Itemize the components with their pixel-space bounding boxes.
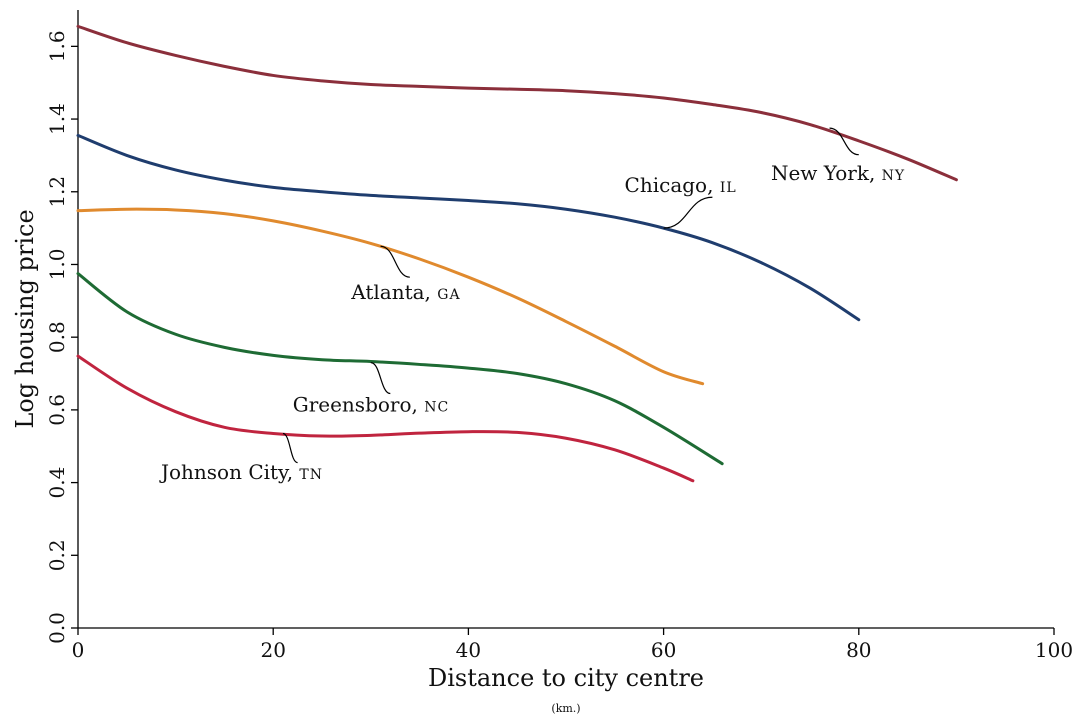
leader-line-4	[282, 432, 298, 464]
x-tick-label: 40	[456, 638, 481, 662]
x-tick-label: 20	[260, 638, 285, 662]
series-label-name: Greensboro,	[293, 393, 425, 417]
y-tick-label: 0.4	[45, 467, 69, 499]
series-label-state: GA	[437, 287, 460, 303]
x-tick-label: 100	[1035, 638, 1073, 662]
series-line-2	[76, 207, 705, 386]
annotation-layer: New York, NY Chicago, IL Atlanta, GA Greens…	[159, 127, 905, 484]
leader-line-0	[829, 127, 859, 156]
series-label-1: Chicago, IL	[625, 173, 737, 197]
y-tick-label: 1.0	[45, 249, 69, 281]
series-label-name: Chicago,	[625, 173, 720, 197]
series-label-state: NC	[424, 400, 449, 416]
series-line-1	[76, 133, 861, 322]
leader-line-3	[370, 362, 391, 395]
series-label-name: Atlanta,	[350, 280, 437, 304]
series-layer	[76, 24, 958, 483]
series-label-4: Johnson City, TN	[159, 460, 323, 484]
series-line-3	[76, 272, 724, 466]
series-label-state: TN	[299, 467, 323, 483]
x-tick-label: 0	[72, 638, 85, 662]
y-tick-label: 0.8	[45, 321, 69, 353]
series-line-4	[76, 354, 695, 483]
y-axis-title: Log housing price	[11, 209, 39, 428]
x-axis-title: Distance to city centre	[428, 664, 704, 692]
series-label-0: New York, NY	[771, 161, 905, 185]
x-tick-label: 80	[846, 638, 871, 662]
series-label-name: New York,	[771, 161, 882, 185]
series-label-state: IL	[720, 180, 737, 196]
y-tick-label: 0.0	[45, 612, 69, 644]
y-tick-label: 1.2	[45, 176, 69, 208]
series-label-name: Johnson City,	[159, 460, 299, 484]
leader-line-2	[380, 245, 410, 278]
x-tick-label: 60	[651, 638, 676, 662]
series-label-state: NY	[882, 168, 906, 184]
leader-line-1	[663, 196, 713, 229]
y-tick-label: 1.4	[45, 103, 69, 135]
y-tick-label: 1.6	[45, 30, 69, 62]
y-tick-label: 0.6	[45, 394, 69, 426]
series-label-3: Greensboro, NC	[293, 393, 449, 417]
series-line-0	[76, 24, 958, 182]
series-label-2: Atlanta, GA	[350, 280, 460, 304]
y-tick-label: 0.2	[45, 539, 69, 571]
x-axis-subtitle: (km.)	[551, 702, 580, 715]
axes: 0 20 40 60 80 100 0.0 0.2 0.4 0.6 0.8 1.0 1.2 1.4 1.6	[45, 10, 1073, 662]
